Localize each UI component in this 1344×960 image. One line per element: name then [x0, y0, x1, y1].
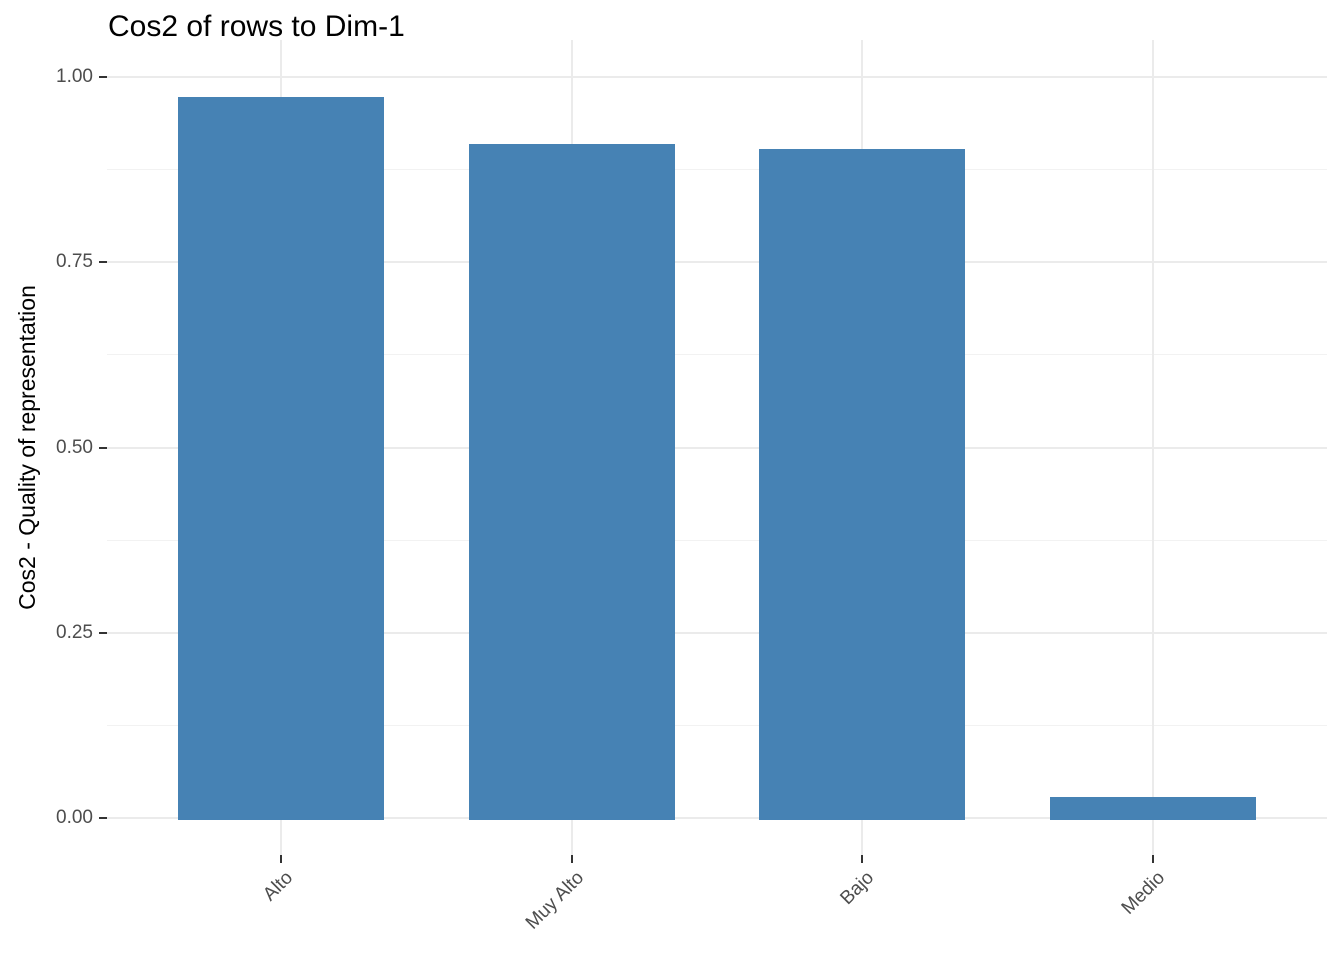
gridline-y-minor [107, 539, 1327, 541]
y-tick-mark [99, 816, 107, 819]
y-tick-label: 0.50 [56, 436, 93, 458]
x-tick-label: Muy Alto [521, 867, 588, 934]
gridline-y-major [107, 76, 1327, 79]
gridline-y-minor [107, 354, 1327, 356]
y-tick-label: 0.00 [56, 806, 93, 828]
y-tick-mark [99, 261, 107, 264]
gridline-y-minor [107, 724, 1327, 726]
bar-alto [178, 97, 385, 820]
x-tick-mark [861, 855, 864, 863]
x-tick-label: Medio [1117, 867, 1169, 919]
y-tick-mark [99, 76, 107, 79]
y-tick-mark [99, 631, 107, 634]
gridline-y-major [107, 816, 1327, 819]
x-tick-mark [280, 855, 283, 863]
bar-muy-alto [468, 143, 675, 820]
x-tick-label: Alto [259, 867, 298, 906]
gridline-y-major [107, 446, 1327, 449]
y-tick-label: 0.75 [56, 251, 93, 273]
gridline-y-minor [107, 169, 1327, 171]
y-tick-label: 0.25 [56, 621, 93, 643]
bar-bajo [759, 148, 966, 820]
x-tick-label: Bajo [836, 867, 879, 910]
gridline-y-major [107, 261, 1327, 264]
chart-title: Cos2 of rows to Dim-1 [108, 10, 405, 43]
bar-medio [1049, 797, 1256, 820]
gridline-y-major [107, 631, 1327, 634]
y-tick-label: 1.00 [56, 66, 93, 88]
x-tick-mark [1151, 855, 1154, 863]
x-tick-mark [570, 855, 573, 863]
gridline-x-major [1151, 40, 1154, 855]
y-tick-mark [99, 446, 107, 449]
plot-panel [107, 40, 1327, 855]
